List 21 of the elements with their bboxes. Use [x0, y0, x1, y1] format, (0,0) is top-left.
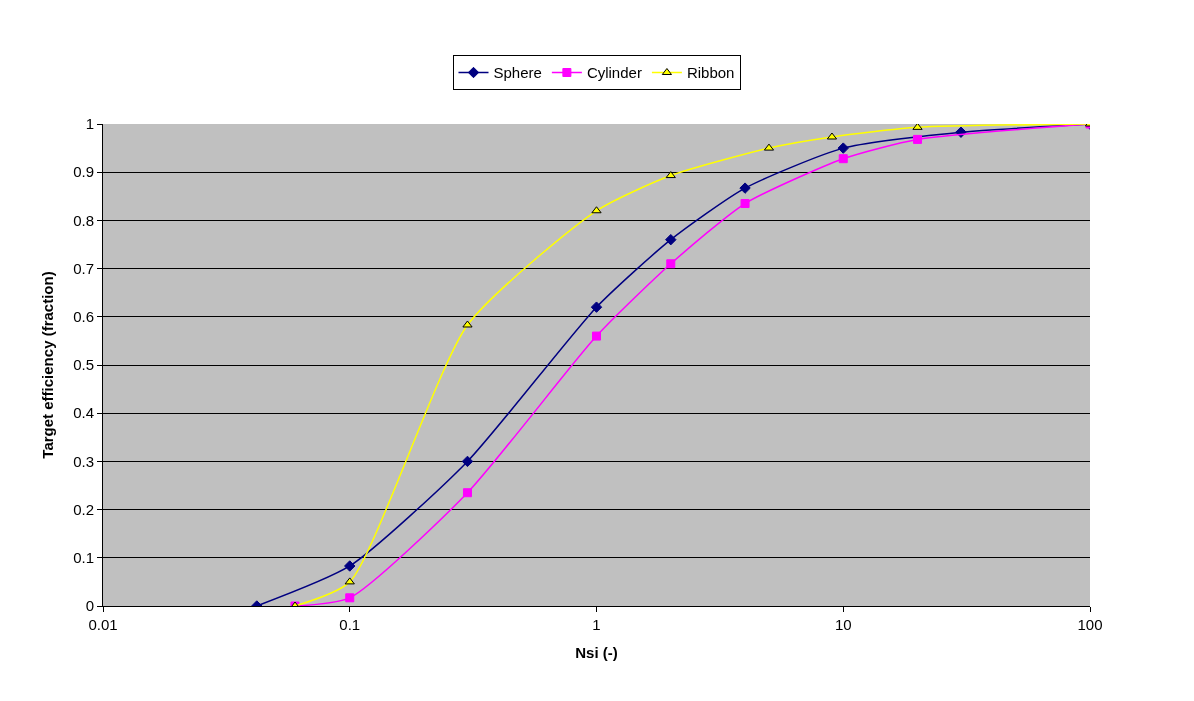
- y-tick-label: 0: [85, 597, 94, 615]
- y-tick-label: 0.7: [73, 259, 94, 277]
- x-axis-title: Nsi (-): [575, 644, 618, 661]
- y-tick-label: 1: [85, 115, 94, 133]
- y-tick-label: 0.2: [73, 500, 94, 518]
- y-tick-label: 0.8: [73, 211, 94, 229]
- y-tick-label: 0.9: [73, 163, 94, 181]
- x-tick-label: 100: [1077, 616, 1103, 633]
- y-tick-label: 0.3: [73, 452, 94, 470]
- y-axis-title: Target efficiency (fraction): [39, 271, 57, 459]
- x-tick-label: 1: [592, 616, 601, 633]
- legend-label: Sphere: [493, 64, 542, 82]
- y-tick-label: 0.1: [73, 549, 94, 567]
- y-tick-label: 0.5: [73, 356, 94, 374]
- x-tick-label: 10: [834, 616, 852, 633]
- x-tick-label: 0.01: [88, 616, 118, 633]
- y-tick-label: 0.4: [73, 404, 94, 422]
- legend-label: Ribbon: [686, 64, 735, 82]
- x-tick-label: 0.1: [339, 616, 361, 633]
- y-tick-label: 0.6: [73, 308, 94, 326]
- legend-label: Cylinder: [586, 64, 642, 82]
